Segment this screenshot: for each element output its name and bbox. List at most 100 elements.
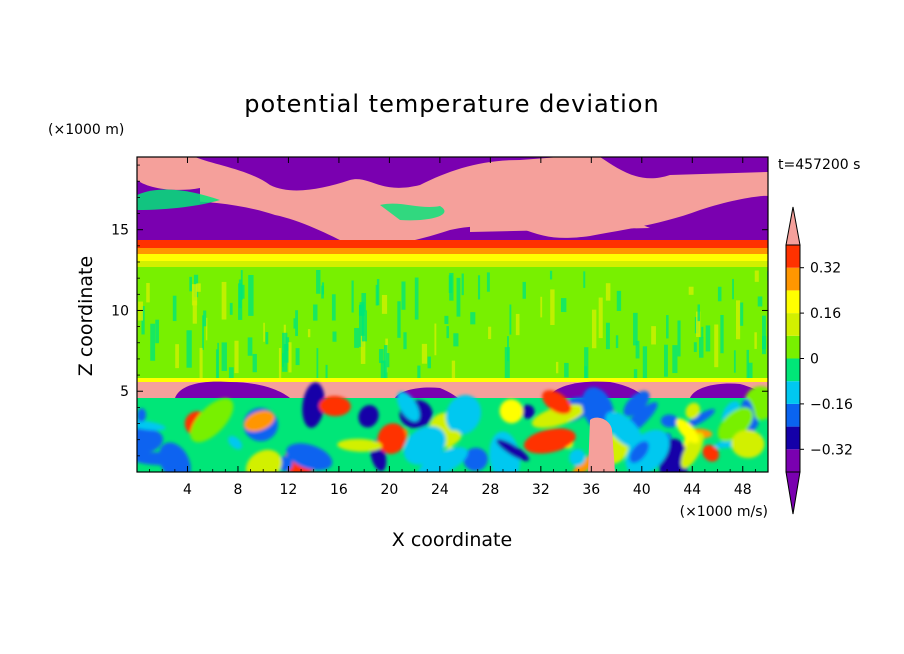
mid-streak (515, 313, 520, 336)
mid-streak (705, 325, 711, 352)
mid-streak (560, 298, 567, 313)
turbulent-eddy (243, 410, 275, 432)
mid-streak (550, 289, 555, 326)
mid-streak (313, 304, 318, 321)
turbulent-eddy (137, 408, 147, 423)
colorbar-swatch (786, 313, 800, 336)
mid-streak (295, 310, 298, 337)
turbulent-eddy (675, 418, 700, 444)
mid-streak (762, 315, 766, 355)
mid-streak (248, 275, 254, 316)
mid-streak (221, 342, 227, 371)
mid-streak (361, 310, 367, 342)
mid-streak (215, 349, 219, 389)
turbulent-eddy (660, 414, 679, 428)
x-tick-label: 48 (734, 482, 752, 498)
mid-streak (278, 348, 282, 381)
turbulent-eddy (403, 426, 446, 465)
y-axis: 5 10 15 (111, 164, 768, 457)
mid-streak (263, 322, 265, 342)
turbulent-eddy (523, 428, 576, 454)
mid-streak (186, 330, 192, 368)
turbulent-eddy (542, 390, 572, 415)
mid-streak (456, 277, 461, 317)
mid-streak (397, 301, 401, 338)
colorbar-swatch (786, 335, 800, 359)
mid-streak (228, 367, 234, 379)
x-axis-label: X coordinate (392, 529, 512, 551)
turbulent-eddy (685, 402, 701, 419)
mid-streak (321, 285, 324, 299)
mid-streak (564, 362, 569, 378)
turbulent-eddy (686, 408, 715, 428)
mid-streak (664, 344, 668, 377)
colorbar-swatch (786, 426, 800, 450)
x-tick-label: 8 (233, 482, 242, 498)
y-tick-label: 10 (111, 303, 129, 319)
mid-streak (427, 356, 432, 369)
mid-streak (191, 284, 198, 306)
mid-streak (155, 319, 159, 344)
boundary-yellow-line (137, 378, 768, 383)
colorbar-tick-label: −0.32 (810, 442, 853, 458)
turbulent-eddy (531, 404, 585, 429)
turbulent-eddy (443, 430, 462, 444)
mid-streak (757, 296, 763, 307)
turbulent-eddy (702, 444, 719, 462)
mid-streak (386, 353, 390, 368)
turbulent-eddy (286, 443, 333, 471)
mid-streak (615, 335, 619, 349)
mid-streak (672, 345, 678, 374)
colorbar-tick-label: 0 (810, 352, 819, 368)
mid-streak (555, 361, 559, 374)
mid-streak (453, 333, 459, 347)
x-tick-label: 44 (683, 482, 701, 498)
lower-pink-plume (588, 417, 615, 472)
turbulent-eddy (358, 405, 379, 428)
colorbar-swatch (786, 381, 800, 404)
mid-streak (693, 342, 697, 352)
tropopause-band-lime (137, 261, 768, 267)
turbulent-eddy (245, 449, 282, 472)
tropopause-band-red (137, 240, 768, 250)
mid-streak (666, 315, 669, 339)
colorbar-swatch (786, 267, 800, 291)
turbulent-eddy (629, 441, 649, 463)
colorbar-swatch (786, 403, 800, 427)
tropopause-band-orange (137, 248, 768, 256)
mid-streak (202, 315, 204, 350)
turbulent-eddy (496, 439, 530, 462)
turbulent-eddy (318, 395, 351, 417)
mid-streak (238, 283, 243, 320)
mid-streak (449, 272, 454, 301)
mid-streak (688, 286, 694, 295)
mid-streak (381, 294, 388, 314)
mid-streak (331, 294, 336, 321)
x-tick-label: 40 (633, 482, 651, 498)
mid-streak (444, 315, 449, 324)
mid-streak (295, 348, 300, 366)
mid-streak (265, 332, 269, 345)
mid-streak (378, 349, 384, 364)
mid-streak (351, 280, 354, 313)
colorbar-tick-label: −0.16 (810, 397, 853, 413)
mid-streak (633, 312, 638, 346)
turbulent-eddy (137, 428, 164, 455)
colorbar-swatch (786, 245, 800, 268)
mid-streak (549, 270, 553, 280)
mid-streak (583, 271, 586, 288)
mid-streak (633, 369, 638, 382)
x-tick-label: 20 (380, 482, 398, 498)
x-unit-label: (×1000 m/s) (680, 504, 768, 520)
mid-streak (733, 350, 736, 373)
mid-streak (282, 332, 288, 372)
mid-streak (358, 304, 364, 347)
mid-streak (584, 347, 589, 381)
upper-purple-region (195, 157, 560, 191)
mid-streak (354, 327, 360, 348)
x-tick-label: 12 (280, 482, 298, 498)
mid-streak (509, 304, 512, 335)
plot-area (137, 157, 768, 472)
mid-streak (720, 314, 724, 354)
mid-streak (360, 335, 366, 364)
